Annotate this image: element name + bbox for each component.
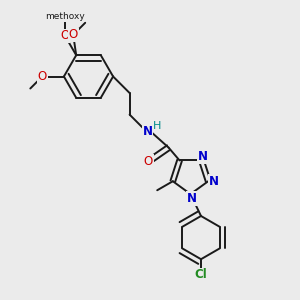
Text: O: O bbox=[69, 28, 78, 41]
Text: H: H bbox=[153, 121, 162, 131]
Text: N: N bbox=[142, 124, 153, 138]
Text: N: N bbox=[187, 192, 197, 205]
Text: O: O bbox=[144, 155, 153, 168]
Text: methoxy: methoxy bbox=[45, 12, 85, 21]
Text: N: N bbox=[198, 150, 208, 164]
Text: O: O bbox=[60, 29, 70, 42]
Text: Cl: Cl bbox=[195, 268, 207, 281]
Text: N: N bbox=[208, 175, 219, 188]
Text: O: O bbox=[38, 70, 47, 83]
